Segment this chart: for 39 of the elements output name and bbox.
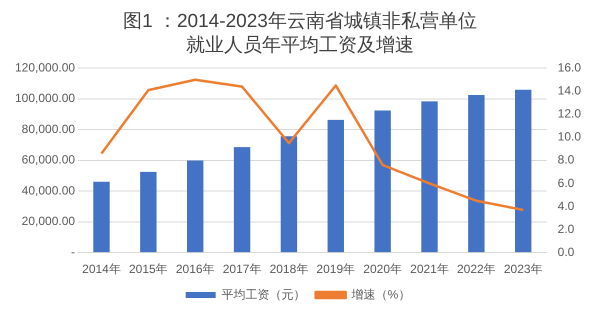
y-tick-label: 120,000.00: [14, 60, 76, 75]
y2-tick-label: 6.0: [558, 176, 575, 190]
bar: [280, 136, 298, 252]
x-tick-label: 2019年: [316, 262, 356, 276]
bar: [421, 101, 438, 252]
bar: [374, 110, 391, 252]
y2-tick-label: 4.0: [558, 198, 575, 213]
y-tick-label: 20,000.00: [22, 214, 76, 228]
x-tick-label: 2022年: [457, 262, 496, 276]
y2-tick-label: 2.0: [558, 222, 575, 236]
y-tick-label: 60,000.00: [22, 152, 76, 167]
bar: [234, 147, 250, 252]
x-tick-label: 2016年: [176, 262, 215, 276]
x-tick-label: 2020年: [363, 262, 402, 276]
y-tick-label: 40,000.00: [22, 183, 76, 198]
y2-tick-label: 8.0: [558, 152, 575, 167]
bar: [187, 160, 204, 252]
bar: [328, 120, 344, 252]
y2-tick-label: 0.0: [558, 244, 575, 259]
y2-tick-label: 16.0: [558, 60, 582, 75]
bar: [515, 90, 532, 252]
x-tick-label: 2014年: [82, 262, 121, 276]
x-tick-label: 2018年: [270, 262, 308, 276]
bar: [140, 172, 157, 252]
bar: [93, 182, 110, 252]
x-tick-label: 2021年: [410, 262, 449, 276]
x-tick-label: 2017年: [222, 262, 262, 276]
x-tick-label: 2023年: [504, 262, 543, 276]
x-tick-label: 2015年: [128, 262, 168, 276]
y2-tick-label: 14.0: [558, 84, 582, 98]
legend-label: 增速（%）: [350, 287, 410, 302]
y-tick-label: 80,000.00: [22, 122, 76, 136]
y2-tick-label: 12.0: [558, 106, 582, 121]
y-tick-label: -: [71, 244, 76, 259]
y-tick-label: 100,000.00: [14, 91, 76, 106]
y2-tick-label: 10.0: [558, 130, 582, 144]
bar: [468, 94, 485, 252]
chart-title: 图1 ：2014-2023年云南省城镇非私营单位就业人员年平均工资及增速: [122, 10, 478, 58]
legend-label: 平均工资（元）: [222, 287, 306, 302]
